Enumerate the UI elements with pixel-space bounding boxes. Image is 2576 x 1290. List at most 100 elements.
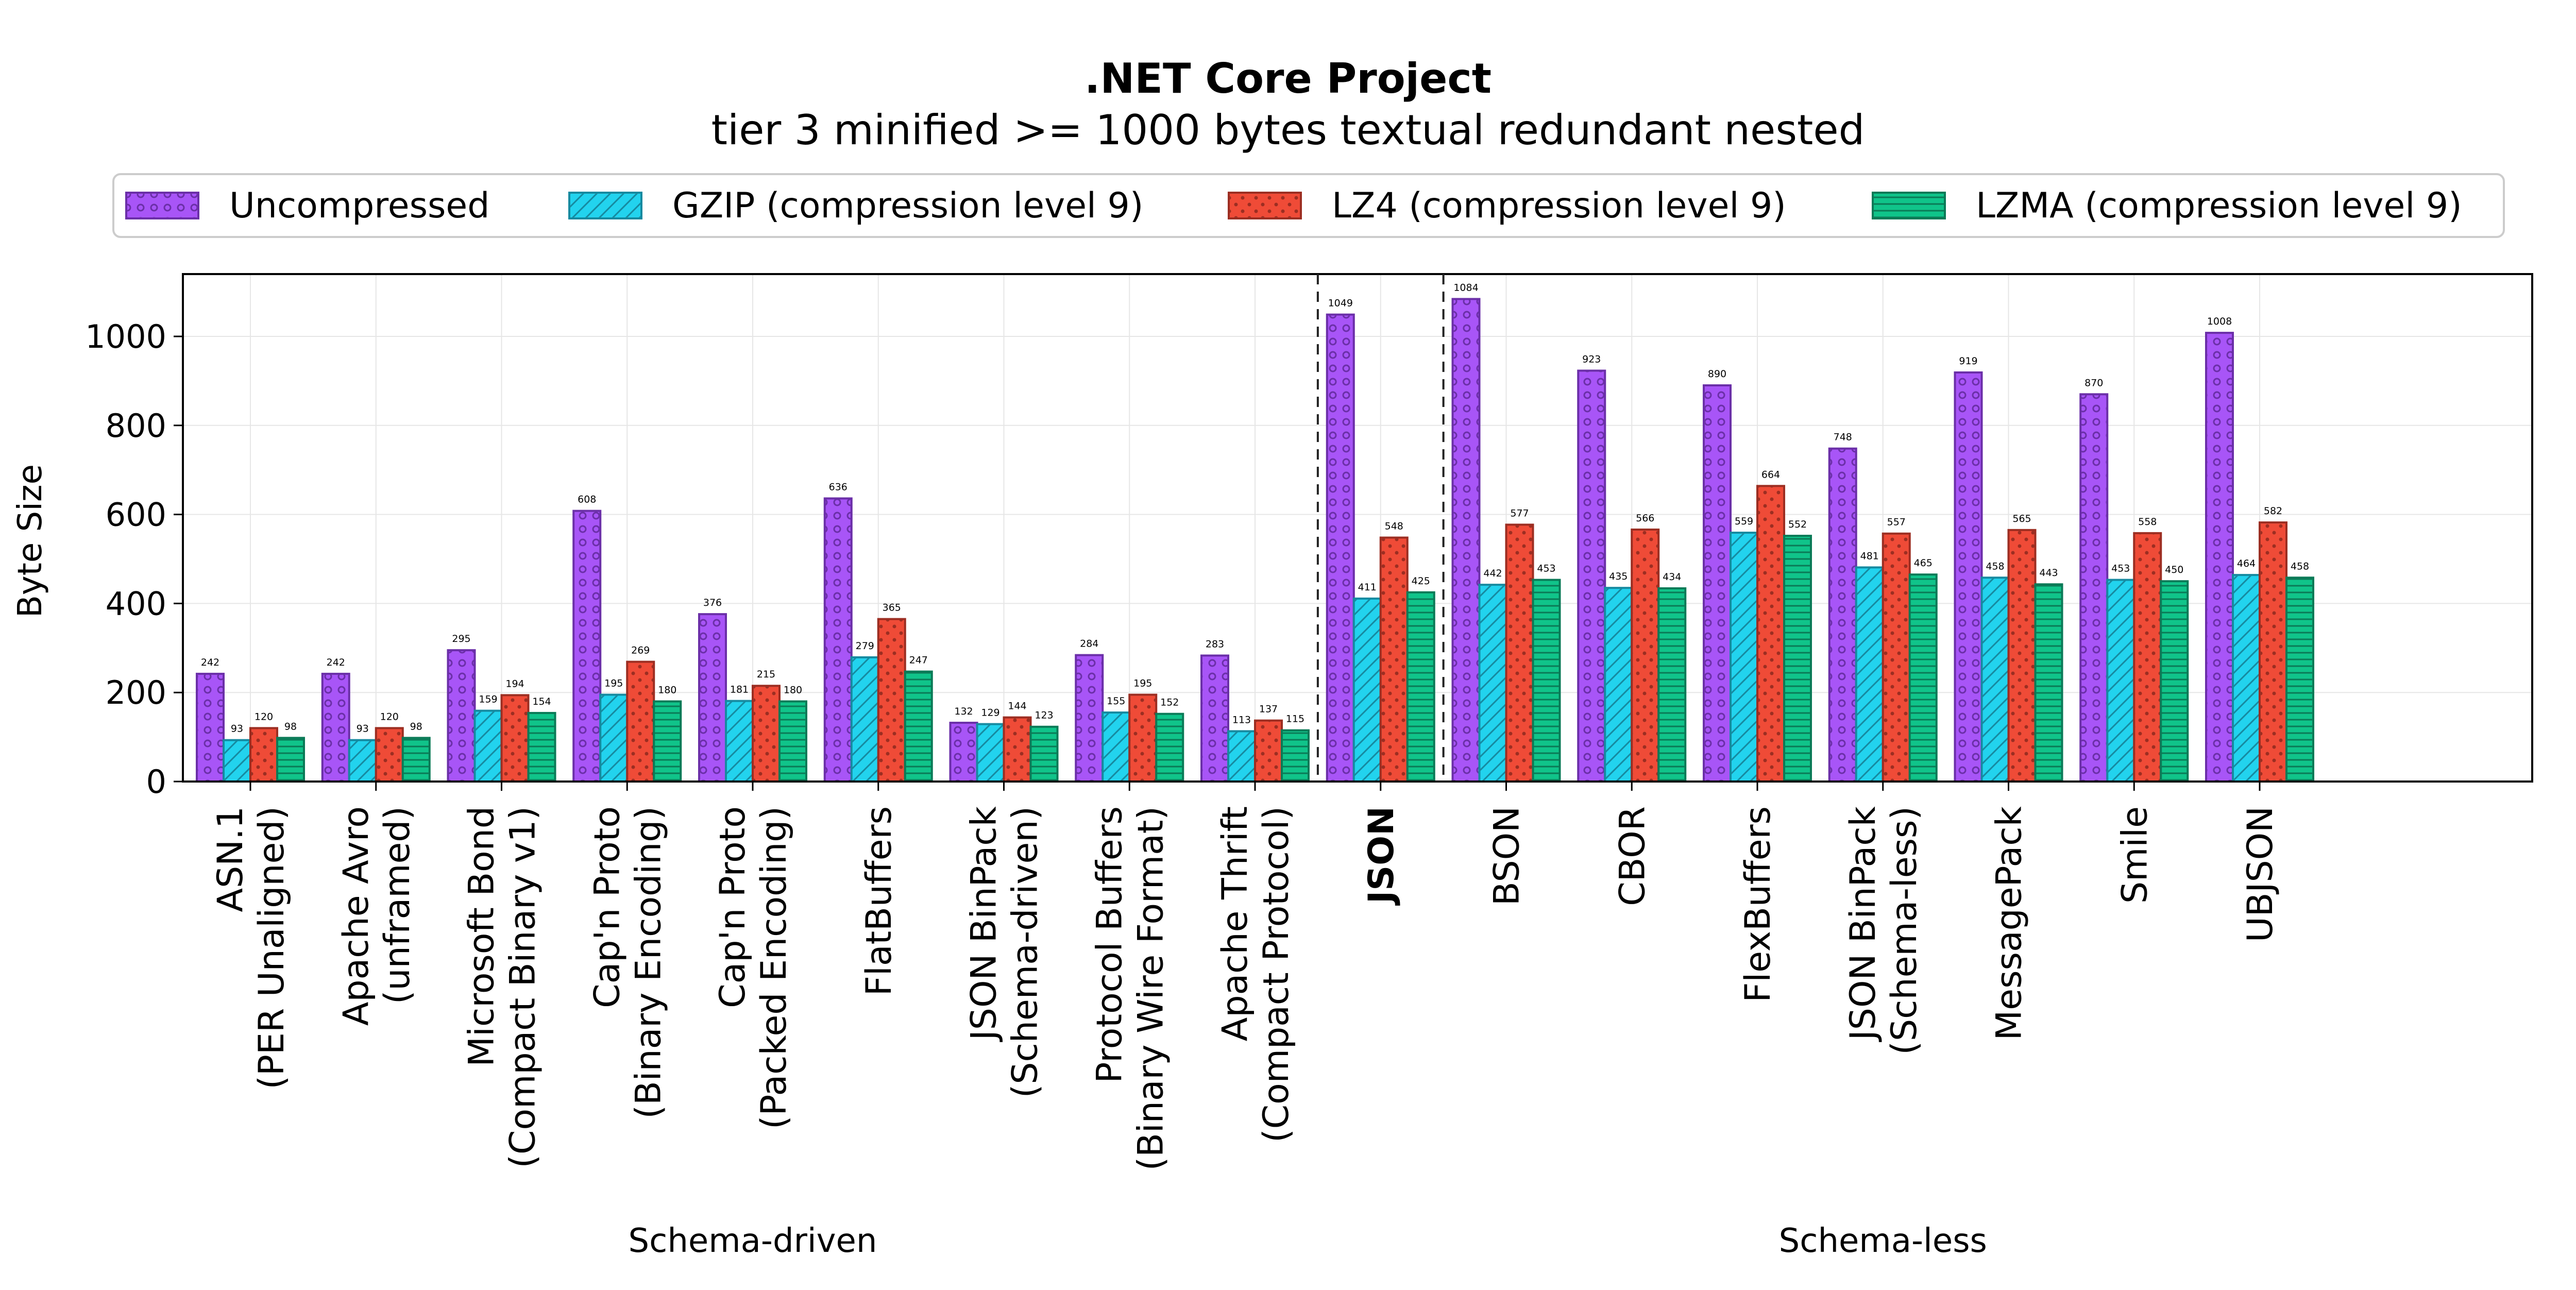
x-tick-label-line: BSON xyxy=(1487,806,1528,906)
bar-value-label: 582 xyxy=(2264,505,2282,517)
x-tick-label-line: (Schema-driven) xyxy=(1005,806,1046,1098)
bar-value-label: 279 xyxy=(856,640,874,652)
bar xyxy=(2205,332,2234,783)
bar-value-label: 120 xyxy=(380,711,399,722)
x-tick-label-line: ASN.1 xyxy=(210,806,251,912)
bar-value-label: 434 xyxy=(1663,571,1681,583)
bar xyxy=(1855,566,1884,783)
bar-value-label: 450 xyxy=(2165,564,2183,575)
bar xyxy=(1200,654,1229,783)
bar-value-label: 152 xyxy=(1160,697,1179,708)
bar xyxy=(1451,298,1481,783)
x-tick-label: JSON BinPack(Schema-driven) xyxy=(964,806,1046,1098)
bars xyxy=(196,298,2314,783)
bar xyxy=(1075,654,1104,783)
x-tick-label-line: JSON xyxy=(1361,806,1402,906)
legend-label: Uncompressed xyxy=(229,185,489,226)
x-tick-label: FlatBuffers xyxy=(859,806,900,996)
legend-label: LZ4 (compression level 9) xyxy=(1332,185,1786,226)
y-tick-label: 1000 xyxy=(85,318,166,355)
legend: Uncompressed GZIP (compression level 9) LZ… xyxy=(112,173,2505,238)
bar xyxy=(2285,576,2314,783)
bar-value-label: 365 xyxy=(883,602,901,614)
bar xyxy=(375,727,404,783)
bar xyxy=(447,649,476,783)
bar-value-label: 180 xyxy=(784,684,802,695)
bar-value-label: 465 xyxy=(1914,557,1933,569)
bar xyxy=(1101,711,1131,783)
bar-value-label: 159 xyxy=(479,694,497,705)
bar-value-label: 93 xyxy=(357,723,369,735)
bar-value-label: 425 xyxy=(1412,575,1430,587)
x-tick-label: FlexBuffers xyxy=(1738,806,1778,1003)
x-tick-label-line: Apache Avro xyxy=(336,806,377,1026)
bar xyxy=(1352,597,1382,783)
bar-value-label: 464 xyxy=(2237,558,2256,569)
bar-value-label: 113 xyxy=(1232,714,1251,725)
x-tick-label: Apache Thrift(Compact Protocol) xyxy=(1215,806,1297,1143)
bar-value-label: 458 xyxy=(1986,561,2004,572)
bar xyxy=(1756,485,1785,783)
x-tick-label: Smile xyxy=(2114,806,2155,904)
bar xyxy=(1029,725,1059,783)
x-tick-label: Protocol Buffers(Binary Wire Format) xyxy=(1089,806,1171,1170)
x-tick-label-line: FlatBuffers xyxy=(859,806,900,996)
bar-value-label: 98 xyxy=(410,721,422,732)
bar xyxy=(850,656,879,783)
bar-value-label: 458 xyxy=(2291,561,2309,572)
bar xyxy=(196,672,225,783)
bar-value-label: 376 xyxy=(703,597,722,608)
bar-value-label: 481 xyxy=(1860,550,1879,562)
y-tick-label: 0 xyxy=(146,763,166,801)
bar xyxy=(1155,712,1184,783)
x-tick-label-line: (PER Unaligned) xyxy=(251,806,292,1089)
bar-value-label: 98 xyxy=(284,721,297,732)
x-tick-label-line: (Binary Wire Format) xyxy=(1130,806,1171,1170)
bar-value-label: 194 xyxy=(505,678,524,689)
bar xyxy=(904,670,933,783)
bar-value-label: 181 xyxy=(730,684,749,695)
x-tick-label-line: (Schema-less) xyxy=(1884,806,1925,1055)
bar xyxy=(1406,591,1435,783)
bar xyxy=(1783,535,1812,783)
x-tick-label-line: (Packed Encoding) xyxy=(754,806,794,1129)
bar xyxy=(1326,313,1355,783)
bar-value-label: 442 xyxy=(1483,568,1502,579)
bar xyxy=(2034,583,2063,783)
bar xyxy=(1577,369,1606,783)
bar xyxy=(1227,730,1256,783)
bar-value-label: 155 xyxy=(1107,695,1125,707)
bar-value-label: 180 xyxy=(658,684,676,695)
bar-value-label: 453 xyxy=(2111,563,2130,574)
bar xyxy=(1882,532,1911,783)
bar-value-label: 1084 xyxy=(1453,282,1478,293)
x-tick-labels: ASN.1(PER Unaligned) Apache Avro(unframed… xyxy=(210,782,2281,1170)
x-tick-label: JSON BinPack(Schema-less) xyxy=(1843,806,1925,1055)
group-label: Schema-driven xyxy=(629,1222,877,1260)
bar-value-label: 548 xyxy=(1385,521,1403,532)
bar xyxy=(725,700,754,783)
bar-value-label: 748 xyxy=(1834,432,1852,443)
bar-value-label: 552 xyxy=(1788,519,1807,530)
bar-value-label: 453 xyxy=(1537,563,1555,574)
bar-value-label: 295 xyxy=(452,633,470,644)
bar xyxy=(2259,521,2287,783)
bar xyxy=(698,613,727,783)
bar-value-label: 137 xyxy=(1259,704,1278,715)
x-tick-label-line: JSON BinPack xyxy=(964,806,1005,1042)
bar-value-label: 269 xyxy=(631,645,650,656)
bar xyxy=(473,709,503,783)
bar xyxy=(2106,579,2136,783)
bar xyxy=(2232,574,2261,783)
y-axis-label: Byte Size xyxy=(11,464,49,618)
legend-swatch xyxy=(1228,192,1302,219)
bar xyxy=(1532,579,1561,783)
bar xyxy=(949,721,978,783)
bar xyxy=(2079,393,2109,783)
value-labels: 242 242 295 608 376 636 132 284 283 1049 1084 923 89… xyxy=(201,282,2309,734)
bar-value-label: 558 xyxy=(2138,516,2157,528)
bar xyxy=(599,693,629,783)
bar-value-label: 435 xyxy=(1609,571,1628,582)
x-tick-label-line: Microsoft Bond xyxy=(462,806,502,1067)
